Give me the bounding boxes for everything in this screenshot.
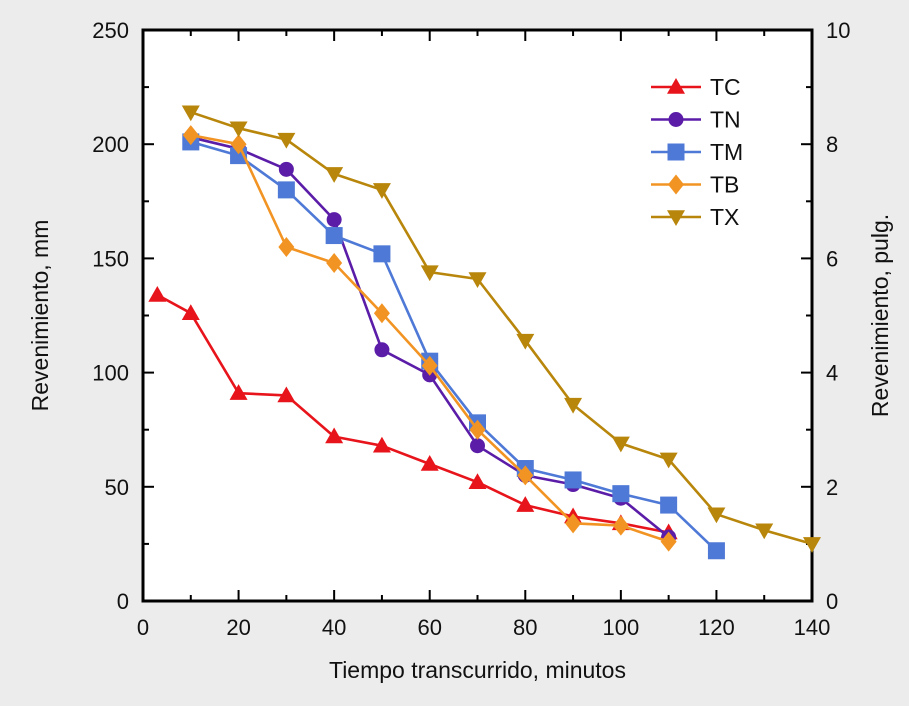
data-point-tx	[707, 507, 726, 524]
data-point-tc	[148, 285, 167, 302]
data-point-tb	[182, 125, 199, 146]
series-group	[148, 105, 821, 560]
series-tx	[181, 105, 821, 553]
data-point-tn	[374, 342, 390, 358]
y-tick-label: 200	[92, 132, 129, 157]
legend-entry-tm: TM	[651, 139, 743, 165]
y-tick-label: 250	[92, 18, 129, 43]
data-point-tc	[325, 427, 344, 444]
data-point-tx	[564, 397, 583, 414]
data-point-tx	[229, 121, 248, 138]
y2-tick-label: 2	[826, 475, 838, 500]
data-point-tx	[325, 167, 344, 183]
plot-area	[141, 28, 814, 603]
x-tick-label: 0	[137, 615, 149, 640]
y2-tick-label: 0	[826, 589, 838, 614]
data-point-tb	[278, 236, 295, 257]
data-point-tc	[516, 496, 535, 512]
legend-label-tb: TB	[710, 172, 739, 198]
data-point-tc	[229, 384, 248, 400]
data-point-tn	[326, 212, 342, 228]
series-tb	[182, 125, 677, 552]
x-tick-label: 140	[794, 615, 831, 640]
y2-axis-title: Revenimiento, pulg.	[867, 214, 893, 417]
data-point-tc	[181, 304, 200, 320]
y2-tick-label: 6	[826, 246, 838, 271]
data-point-tx	[659, 452, 678, 469]
data-point-tc	[420, 454, 439, 471]
y-tick-label: 150	[92, 246, 129, 271]
legend-entry-tc: TC	[651, 74, 741, 100]
y2-tick-label: 8	[826, 132, 838, 157]
data-point-tb	[326, 252, 343, 273]
data-point-tc	[372, 436, 391, 453]
legend-marker-tb	[668, 174, 684, 195]
y-tick-label: 100	[92, 361, 129, 386]
data-point-tb	[517, 465, 534, 486]
data-point-tx	[372, 183, 391, 199]
data-point-tb	[565, 513, 582, 534]
data-point-tb	[612, 515, 629, 536]
data-point-tx	[755, 523, 774, 540]
x-tick-label: 80	[513, 615, 537, 640]
legend-label-tx: TX	[710, 204, 739, 230]
data-point-tb	[373, 303, 390, 324]
legend-marker-tn	[668, 112, 684, 127]
x-axis-title: Tiempo transcurrido, minutos	[329, 657, 626, 683]
data-point-tm	[277, 181, 295, 199]
legend-marker-tx	[667, 210, 685, 226]
y-axis-title: Revenimiento, mm	[27, 220, 53, 412]
data-point-tm	[373, 245, 391, 263]
data-point-tn	[470, 438, 485, 454]
legend-entry-tn: TN	[651, 107, 741, 133]
data-point-tm	[325, 227, 343, 245]
x-tick-label: 40	[322, 615, 346, 640]
legend-entry-tx: TX	[651, 204, 739, 230]
data-point-tb	[230, 134, 247, 155]
x-tick-label: 100	[602, 615, 639, 640]
data-point-tx	[468, 272, 487, 288]
x-tick-label: 120	[698, 615, 735, 640]
legend-label-tm: TM	[710, 139, 743, 165]
y2-tick-label: 10	[826, 18, 850, 43]
data-point-tc	[277, 386, 296, 403]
data-point-tn	[278, 161, 294, 177]
series-line-tc	[156, 293, 669, 534]
data-point-tb	[469, 419, 486, 440]
series-line-tx	[190, 110, 813, 546]
data-point-tx	[277, 132, 296, 149]
x-tick-label: 20	[226, 615, 250, 640]
data-point-tm	[660, 496, 678, 514]
legend-entry-tb: TB	[651, 172, 739, 198]
y2-tick-label: 4	[826, 361, 838, 386]
legend-marker-tc	[667, 78, 685, 94]
data-point-tx	[803, 537, 821, 553]
y-tick-label: 50	[105, 475, 129, 500]
data-point-tm	[612, 485, 630, 503]
legend-label-tc: TC	[710, 74, 741, 100]
legend: TC TN TM TB TX	[651, 74, 743, 230]
legend-marker-tm	[667, 143, 685, 161]
data-point-tc	[468, 473, 487, 489]
data-point-tx	[516, 333, 535, 350]
data-point-tm	[564, 471, 582, 489]
legend-label-tn: TN	[710, 107, 741, 133]
data-point-tm	[707, 542, 725, 560]
data-point-tb	[660, 531, 677, 552]
data-point-tb	[421, 355, 438, 376]
x-tick-label: 60	[417, 615, 441, 640]
y-tick-label: 0	[117, 589, 129, 614]
data-point-tx	[181, 105, 200, 122]
data-point-tx	[420, 265, 439, 282]
data-point-tx	[611, 436, 630, 453]
